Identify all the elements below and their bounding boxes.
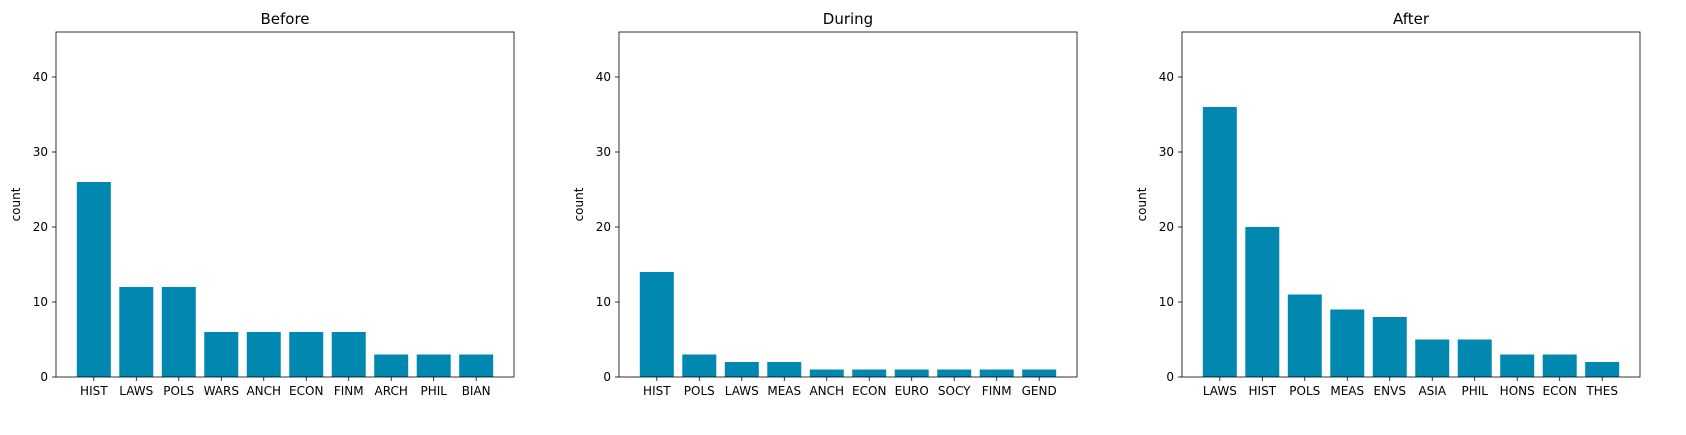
x-tick-label: THES — [1585, 384, 1618, 398]
bar-hons — [1500, 354, 1535, 377]
x-tick-label: SOCY — [938, 384, 971, 398]
x-tick-label: WARS — [204, 384, 239, 398]
y-axis-label: count — [572, 187, 586, 221]
bar-pols — [682, 354, 717, 377]
y-tick-label: 40 — [1159, 70, 1174, 84]
x-tick-label: LAWS — [725, 384, 759, 398]
x-tick-label: HIST — [643, 384, 671, 398]
x-tick-label: ASIA — [1418, 384, 1446, 398]
bar-laws — [119, 287, 154, 377]
bar-anch — [246, 332, 281, 377]
bar-pols — [161, 287, 196, 377]
bar-socy — [937, 369, 972, 377]
x-tick-label: FINM — [982, 384, 1012, 398]
bar-wars — [204, 332, 239, 377]
subplot-title: After — [1393, 10, 1430, 28]
bar-econ — [852, 369, 887, 377]
bar-laws — [1202, 107, 1237, 377]
subplot-after: After count LAWS HIST POLS MEAS ENVS ASIA PHIL… — [1135, 10, 1641, 398]
bar-hist — [639, 272, 674, 377]
bar-arch — [374, 354, 409, 377]
bar-thes — [1585, 362, 1620, 377]
bar-finm — [331, 332, 366, 377]
subplot-during: During count HIST POLS LAWS MEAS ANCH ECON EUR… — [572, 10, 1078, 398]
y-tick-label: 0 — [40, 370, 48, 384]
y-tick-label: 10 — [1159, 295, 1174, 309]
y-tick-label: 20 — [33, 220, 48, 234]
axes-frame — [55, 31, 515, 378]
x-tick-label: PHIL — [420, 384, 447, 398]
y-tick-label: 40 — [33, 70, 48, 84]
plot-area: HIST POLS LAWS MEAS ANCH ECON EURO SOCY FINM GEND… — [596, 31, 1078, 398]
y-tick-label: 0 — [603, 370, 611, 384]
bar-econ — [289, 332, 324, 377]
x-tick-label: BIAN — [462, 384, 491, 398]
y-axis-label: count — [9, 187, 23, 221]
bar-hist — [76, 182, 111, 377]
x-tick-label: EURO — [895, 384, 929, 398]
y-tick-label: 30 — [1159, 145, 1174, 159]
x-tick-label: MEAS — [767, 384, 801, 398]
x-tick-label: ANCH — [809, 384, 844, 398]
bar-envs — [1372, 317, 1407, 377]
y-tick-label: 30 — [33, 145, 48, 159]
y-tick-label: 10 — [596, 295, 611, 309]
x-tick-label: POLS — [163, 384, 194, 398]
bar-asia — [1415, 339, 1450, 377]
x-tick-label: LAWS — [1203, 384, 1237, 398]
subplot-title: During — [823, 10, 873, 28]
bar-bian — [459, 354, 494, 377]
bar-gend — [1022, 369, 1057, 377]
bar-meas — [1330, 309, 1365, 377]
bar-finm — [979, 369, 1014, 377]
y-tick-label: 0 — [1166, 370, 1174, 384]
axes-frame — [1181, 31, 1641, 378]
x-tick-label: POLS — [1289, 384, 1320, 398]
x-tick-label: PHIL — [1461, 384, 1488, 398]
x-tick-label: ECON — [289, 384, 323, 398]
x-tick-label: ARCH — [375, 384, 408, 398]
y-tick-label: 40 — [596, 70, 611, 84]
x-tick-label: MEAS — [1330, 384, 1364, 398]
subplot-title: Before — [260, 10, 309, 28]
x-tick-label: HIST — [80, 384, 108, 398]
bar-anch — [809, 369, 844, 377]
bar-laws — [724, 362, 759, 377]
plot-area: LAWS HIST POLS MEAS ENVS ASIA PHIL HONS ECON THES… — [1159, 31, 1641, 398]
bar-econ — [1542, 354, 1577, 377]
bar-pols — [1287, 294, 1322, 377]
y-tick-label: 20 — [1159, 220, 1174, 234]
x-tick-label: LAWS — [119, 384, 153, 398]
bar-meas — [767, 362, 802, 377]
y-axis-label: count — [1135, 187, 1149, 221]
y-tick-label: 20 — [596, 220, 611, 234]
x-tick-label: FINM — [334, 384, 364, 398]
x-tick-label: ENVS — [1374, 384, 1406, 398]
bar-euro — [894, 369, 929, 377]
x-tick-label: GEND — [1022, 384, 1057, 398]
bar-phil — [416, 354, 451, 377]
subplot-before: Before count HIST LAWS POLS WARS ANCH ECON FIN… — [9, 10, 515, 398]
x-tick-label: POLS — [684, 384, 715, 398]
x-tick-label: ECON — [852, 384, 886, 398]
y-tick-label: 10 — [33, 295, 48, 309]
x-tick-label: ECON — [1543, 384, 1577, 398]
axes-frame — [618, 31, 1078, 378]
x-tick-label: ANCH — [246, 384, 281, 398]
bar-hist — [1245, 227, 1280, 377]
x-tick-label: HIST — [1249, 384, 1277, 398]
y-tick-label: 30 — [596, 145, 611, 159]
bar-phil — [1457, 339, 1492, 377]
plot-area: HIST LAWS POLS WARS ANCH ECON FINM ARCH PHIL BIAN… — [33, 31, 515, 398]
x-tick-label: HONS — [1500, 384, 1535, 398]
